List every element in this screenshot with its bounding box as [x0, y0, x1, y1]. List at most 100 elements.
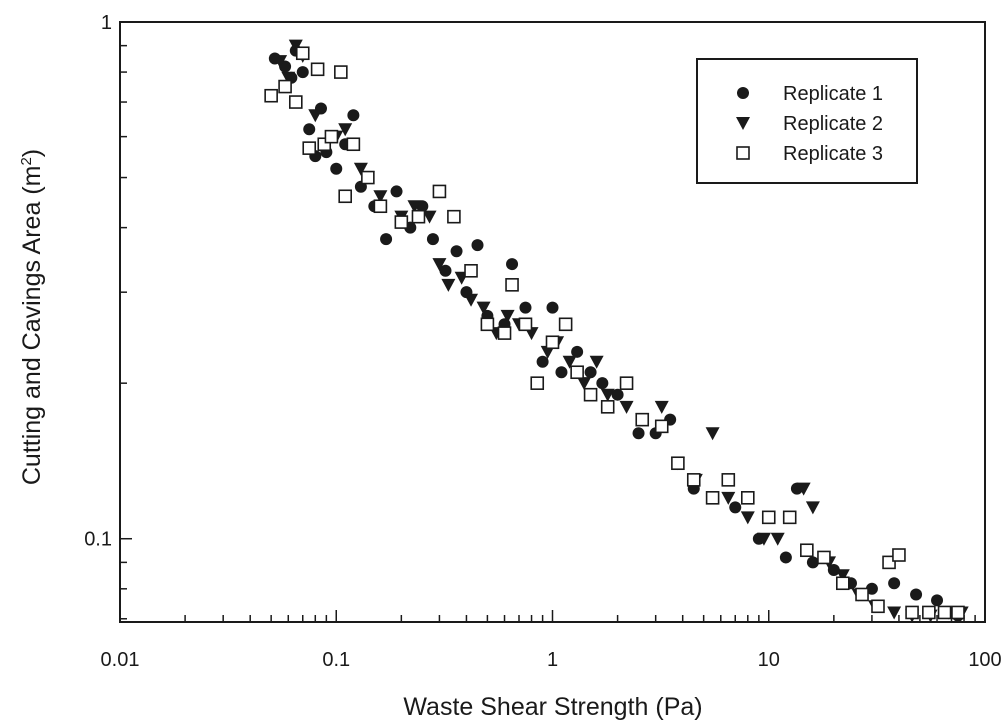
data-point: [835, 576, 850, 591]
data-point: [800, 543, 814, 558]
data-point: [380, 233, 393, 246]
data-point: [740, 491, 755, 505]
data-point: [905, 605, 919, 620]
data-point: [330, 162, 343, 175]
data-point: [887, 606, 902, 620]
data-point: [500, 309, 515, 323]
data-point: [584, 366, 597, 379]
data-point: [562, 355, 577, 369]
data-point: [505, 278, 519, 292]
y-axis-title: Cutting and Cavings Area (m2): [18, 149, 46, 485]
data-point: [519, 301, 532, 314]
data-point: [835, 569, 850, 583]
data-point: [817, 550, 831, 565]
data-point: [761, 510, 776, 525]
data-point: [497, 326, 512, 340]
data-point: [571, 345, 584, 358]
legend-marker: [736, 146, 750, 160]
data-point: [545, 335, 560, 350]
legend-marker: [737, 87, 749, 99]
data-point: [779, 551, 792, 564]
data-point: [471, 239, 484, 252]
data-point: [577, 377, 592, 391]
legend-label: Replicate 3: [783, 143, 883, 165]
data-point: [338, 189, 353, 204]
data-point: [288, 95, 303, 109]
data-point: [635, 412, 650, 427]
x-tick-label: 0.01: [101, 649, 140, 671]
series-3: [264, 46, 965, 620]
data-point: [865, 582, 878, 595]
data-point: [273, 55, 288, 69]
data-point: [671, 456, 685, 471]
data-point: [555, 366, 568, 379]
legend: Replicate 1 Replicate 2 Replicate 3: [696, 58, 918, 184]
data-point: [632, 427, 645, 440]
data-point: [729, 501, 742, 514]
legend-box: [696, 58, 918, 184]
data-point: [740, 511, 755, 525]
y-tick-label: 1: [101, 12, 112, 34]
data-point: [937, 605, 952, 620]
data-point: [910, 588, 923, 601]
legend-marker: [736, 117, 750, 130]
data-point: [922, 605, 936, 620]
data-point: [596, 377, 609, 390]
data-point: [796, 482, 811, 496]
data-point: [540, 345, 555, 359]
data-point: [654, 400, 669, 414]
data-point: [353, 162, 368, 176]
data-point: [619, 376, 634, 390]
data-point: [308, 109, 323, 123]
data-point: [432, 258, 447, 272]
data-point: [518, 317, 533, 332]
data-point: [770, 532, 785, 546]
data-point: [721, 473, 736, 487]
data-point: [619, 400, 634, 414]
data-point: [583, 387, 598, 402]
data-point: [295, 46, 310, 61]
legend-label: Replicate 1: [783, 83, 883, 105]
data-point: [570, 365, 584, 380]
data-point: [558, 317, 573, 332]
data-point: [705, 491, 720, 505]
data-point: [464, 293, 479, 307]
data-point: [756, 532, 771, 546]
y-axis-title-main: Cutting and Cavings Area (m: [18, 166, 46, 486]
x-axis-title: Waste Shear Strength (Pa): [403, 693, 702, 721]
x-axis: 0.01 0.1 1 10 100: [101, 610, 1002, 671]
data-point: [310, 62, 325, 77]
data-point: [278, 79, 292, 94]
data-point: [296, 66, 309, 79]
data-point: [888, 577, 901, 590]
x-tick-label: 1: [547, 649, 558, 671]
data-point: [302, 141, 317, 155]
data-point: [536, 355, 549, 368]
y-axis-title-superscript: 2: [18, 157, 35, 165]
data-point: [447, 209, 461, 224]
data-point: [407, 200, 422, 214]
y-axis: 0.11: [84, 12, 132, 620]
data-point: [411, 209, 426, 224]
data-point: [450, 245, 463, 258]
data-point: [480, 317, 495, 332]
data-point: [782, 510, 797, 525]
y-tick-label: 0.1: [84, 529, 112, 551]
data-point: [441, 278, 456, 292]
data-point: [600, 388, 615, 402]
data-point: [855, 587, 869, 602]
data-point: [721, 491, 736, 505]
data-point: [439, 264, 452, 277]
data-point: [882, 555, 896, 570]
data-point: [264, 88, 278, 103]
data-point: [347, 109, 360, 122]
data-point: [506, 258, 519, 271]
data-point: [394, 215, 409, 229]
data-point: [476, 301, 491, 315]
data-point: [324, 129, 339, 144]
series-1: [268, 44, 964, 622]
data-point: [338, 123, 353, 137]
data-point: [346, 137, 361, 152]
data-point: [373, 199, 388, 214]
